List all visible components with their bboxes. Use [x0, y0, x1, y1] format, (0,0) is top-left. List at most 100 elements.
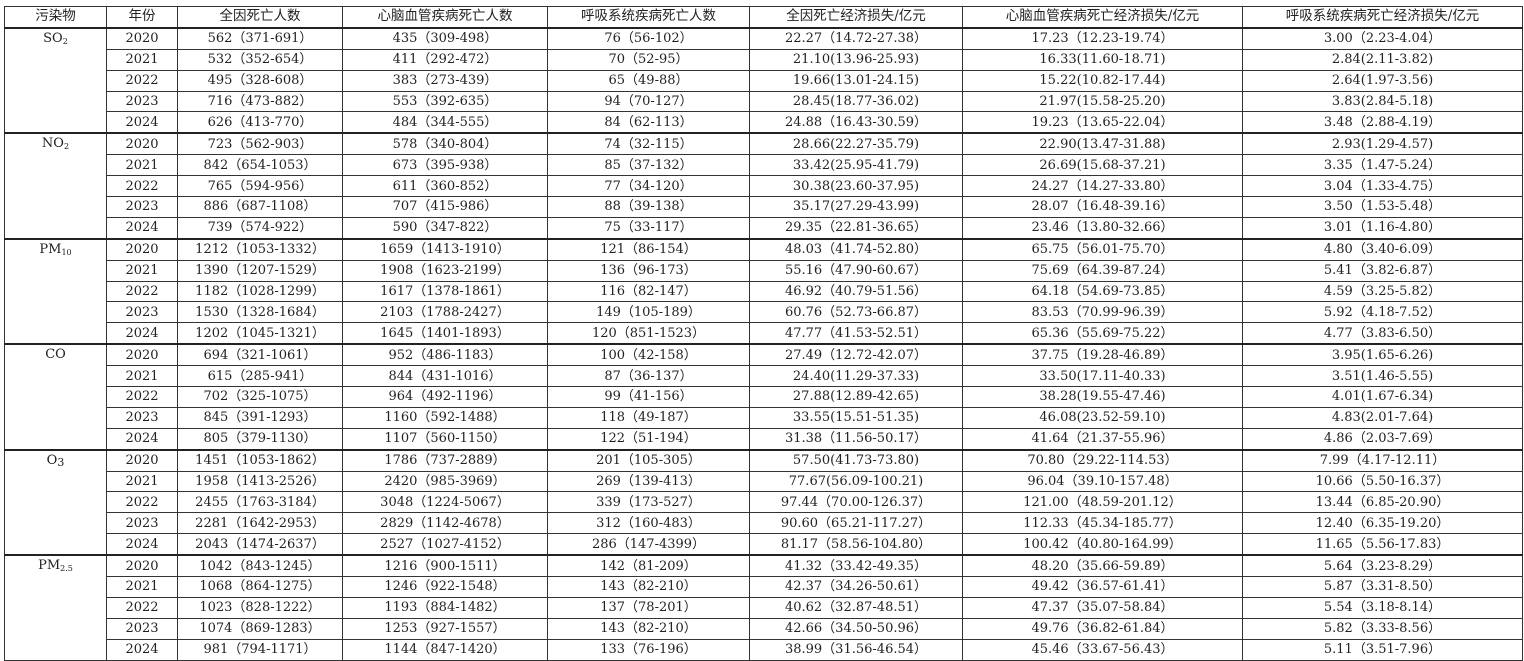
pollutant-cell: NO2 [4, 132, 107, 240]
cell-all-cause-deaths: 716（473-882） [177, 90, 343, 113]
cell-all-cause-loss: 33.55(15.51-51.35) [749, 406, 963, 429]
cell-year: 2022 [106, 175, 178, 198]
cell-cardio-loss: 49.42（36.57-61.41） [962, 576, 1243, 598]
cell-respiratory-deaths: 84（62-113） [547, 111, 750, 134]
header-cardio-loss: 心脑血管疾病死亡经济损失/亿元 [962, 5, 1243, 29]
table-row: 2022 765（594-956） 611（360-852） 77（34-120） 30… [5, 175, 1523, 198]
cell-cardio-deaths: 1246（922-1548） [342, 576, 548, 598]
cell-year: 2021 [106, 154, 178, 177]
cell-cardio-loss: 28.07（16.48-39.16） [962, 196, 1243, 218]
cell-cardio-deaths: 952（486-1183） [342, 343, 548, 367]
cell-all-cause-deaths: 2455（1763-3184） [177, 491, 343, 514]
table-row: 2023 716（473-882） 553（392-635） 94（70-127） 28… [5, 90, 1523, 113]
header-all-cause-deaths: 全因死亡人数 [177, 5, 343, 29]
cell-cardio-deaths: 553（392-635） [342, 90, 548, 113]
table-row: PM2.5 2020 1042（843-1245） 1216（900-1511） 142… [4, 554, 1523, 661]
header-respiratory-deaths: 呼吸系统疾病死亡人数 [547, 5, 750, 29]
cell-year: 2024 [106, 638, 178, 661]
cell-cardio-deaths: 1193（884-1482） [342, 596, 548, 619]
cell-respiratory-loss: 2.93(1.29-4.57) [1242, 132, 1523, 156]
cell-cardio-deaths: 1786（737-2889） [342, 448, 548, 472]
cell-cardio-deaths: 383（273-439） [342, 69, 548, 92]
table-row: NO2 2020 723（562-903） 578（340-804） 74（32-115… [4, 132, 1523, 240]
cell-year: 2024 [106, 111, 178, 134]
cell-year: 2023 [106, 90, 178, 113]
cell-respiratory-loss: 7.99（4.17-12.11） [1242, 448, 1523, 472]
cell-all-cause-deaths: 532（352-654） [177, 48, 343, 71]
cell-respiratory-loss: 3.00（2.23-4.04） [1242, 26, 1523, 50]
cell-year: 2021 [106, 365, 178, 388]
header-row: 污染物 年份 全因死亡人数 心脑血管疾病死亡人数 呼吸系统疾病死亡人数 全因死亡… [4, 5, 1523, 29]
cell-respiratory-deaths: 120（851-1523） [547, 322, 750, 345]
pollutant-name: O [46, 452, 58, 468]
cell-cardio-deaths: 578（340-804） [342, 132, 548, 156]
cell-respiratory-loss: 10.66（5.50-16.37） [1242, 470, 1523, 493]
cell-respiratory-deaths: 74（32-115） [547, 132, 750, 156]
cell-respiratory-deaths: 122（51-194） [547, 427, 750, 451]
table-row: 2024 981（794-1171） 1144（847-1420） 133（76-19… [5, 638, 1523, 661]
table-row: O3 2020 1451（1053-1862） 1786（737-2889） 201（1… [4, 448, 1523, 556]
cell-respiratory-deaths: 201（105-305） [547, 448, 750, 472]
cell-cardio-loss: 100.42（40.80-164.99） [962, 533, 1243, 556]
cell-cardio-loss: 83.53（70.99-96.39） [962, 301, 1243, 324]
cell-all-cause-loss: 42.66（34.50-50.96） [749, 617, 963, 640]
cell-year: 2021 [106, 48, 178, 71]
cell-year: 2020 [106, 448, 178, 472]
cell-year: 2024 [106, 533, 178, 556]
cell-cardio-loss: 96.04（39.10-157.48） [962, 470, 1243, 493]
cell-year: 2024 [106, 216, 178, 240]
cell-year: 2023 [106, 512, 178, 535]
cell-cardio-loss: 21.97(15.58-25.20) [962, 90, 1243, 113]
cell-year: 2020 [106, 237, 178, 261]
pollutant-name: PM [39, 241, 62, 257]
cell-all-cause-deaths: 626（413-770） [177, 111, 343, 134]
cell-respiratory-deaths: 100（42-158） [547, 343, 750, 367]
cell-cardio-deaths: 1216（900-1511） [342, 554, 548, 578]
table-row: 2022 1023（828-1222） 1193（884-1482） 137（78-2… [5, 596, 1523, 619]
cell-respiratory-loss: 3.95(1.65-6.26) [1242, 343, 1523, 367]
cell-all-cause-deaths: 694（321-1061） [177, 343, 343, 367]
table-row: 2022 1182（1028-1299） 1617（1378-1861） 116（82… [5, 280, 1523, 303]
cell-all-cause-deaths: 1202（1045-1321） [177, 322, 343, 345]
cell-cardio-loss: 33.50(17.11-40.33) [962, 365, 1243, 388]
cell-respiratory-loss: 3.04（1.33-4.75） [1242, 175, 1523, 198]
pollutant-name: NO [41, 136, 64, 152]
pollutant-name: SO [43, 30, 63, 46]
cell-respiratory-loss: 5.64（3.23-8.29） [1242, 554, 1523, 578]
cell-all-cause-loss: 48.03（41.74-52.80） [749, 237, 963, 261]
cell-respiratory-loss: 5.54（3.18-8.14） [1242, 596, 1523, 619]
cell-all-cause-deaths: 2043（1474-2637） [177, 533, 343, 556]
cell-respiratory-loss: 13.44（6.85-20.90） [1242, 491, 1523, 514]
cell-respiratory-deaths: 88（39-138） [547, 196, 750, 218]
cell-respiratory-deaths: 312（160-483） [547, 512, 750, 535]
cell-all-cause-deaths: 739（574-922） [177, 216, 343, 240]
table-row: 2023 1530（1328-1684） 2103（1788-2427） 149（10… [5, 301, 1523, 324]
table-row: 2023 1074（869-1283） 1253（927-1557） 143（82-2… [5, 617, 1523, 640]
cell-all-cause-deaths: 1390（1207-1529） [177, 259, 343, 282]
cell-all-cause-deaths: 2281（1642-2953） [177, 512, 343, 535]
cell-respiratory-loss: 3.83(2.84-5.18) [1242, 90, 1523, 113]
pollutant-subscript: 2 [63, 142, 70, 152]
cell-cardio-loss: 38.28(19.55-47.46) [962, 386, 1243, 408]
cell-respiratory-deaths: 87（36-137） [547, 365, 750, 388]
cell-respiratory-deaths: 99（41-156） [547, 386, 750, 408]
cell-cardio-loss: 15.22(10.82-17.44) [962, 69, 1243, 92]
cell-all-cause-loss: 29.35（22.81-36.65） [749, 216, 963, 240]
cell-respiratory-deaths: 77（34-120） [547, 175, 750, 198]
cell-all-cause-loss: 35.17(27.29-43.99) [749, 196, 963, 218]
cell-cardio-deaths: 1107（560-1150） [342, 427, 548, 451]
cell-year: 2022 [106, 596, 178, 619]
cell-all-cause-loss: 31.38（11.56-50.17） [749, 427, 963, 451]
cell-all-cause-deaths: 495（328-608） [177, 69, 343, 92]
header-year: 年份 [106, 5, 178, 29]
cell-cardio-deaths: 1144（847-1420） [342, 638, 548, 661]
cell-all-cause-deaths: 1530（1328-1684） [177, 301, 343, 324]
cell-respiratory-loss: 3.35（1.47-5.24） [1242, 154, 1523, 177]
cell-all-cause-deaths: 1068（864-1275） [177, 576, 343, 598]
cell-all-cause-deaths: 702（325-1075） [177, 386, 343, 408]
cell-cardio-deaths: 844（431-1016） [342, 365, 548, 388]
cell-respiratory-loss: 12.40（6.35-19.20） [1242, 512, 1523, 535]
cell-all-cause-deaths: 615（285-941） [177, 365, 343, 388]
table-row: 2024 1202（1045-1321） 1645（1401-1893） 120（85… [5, 322, 1523, 345]
cell-all-cause-loss: 47.77（41.53-52.51） [749, 322, 963, 345]
